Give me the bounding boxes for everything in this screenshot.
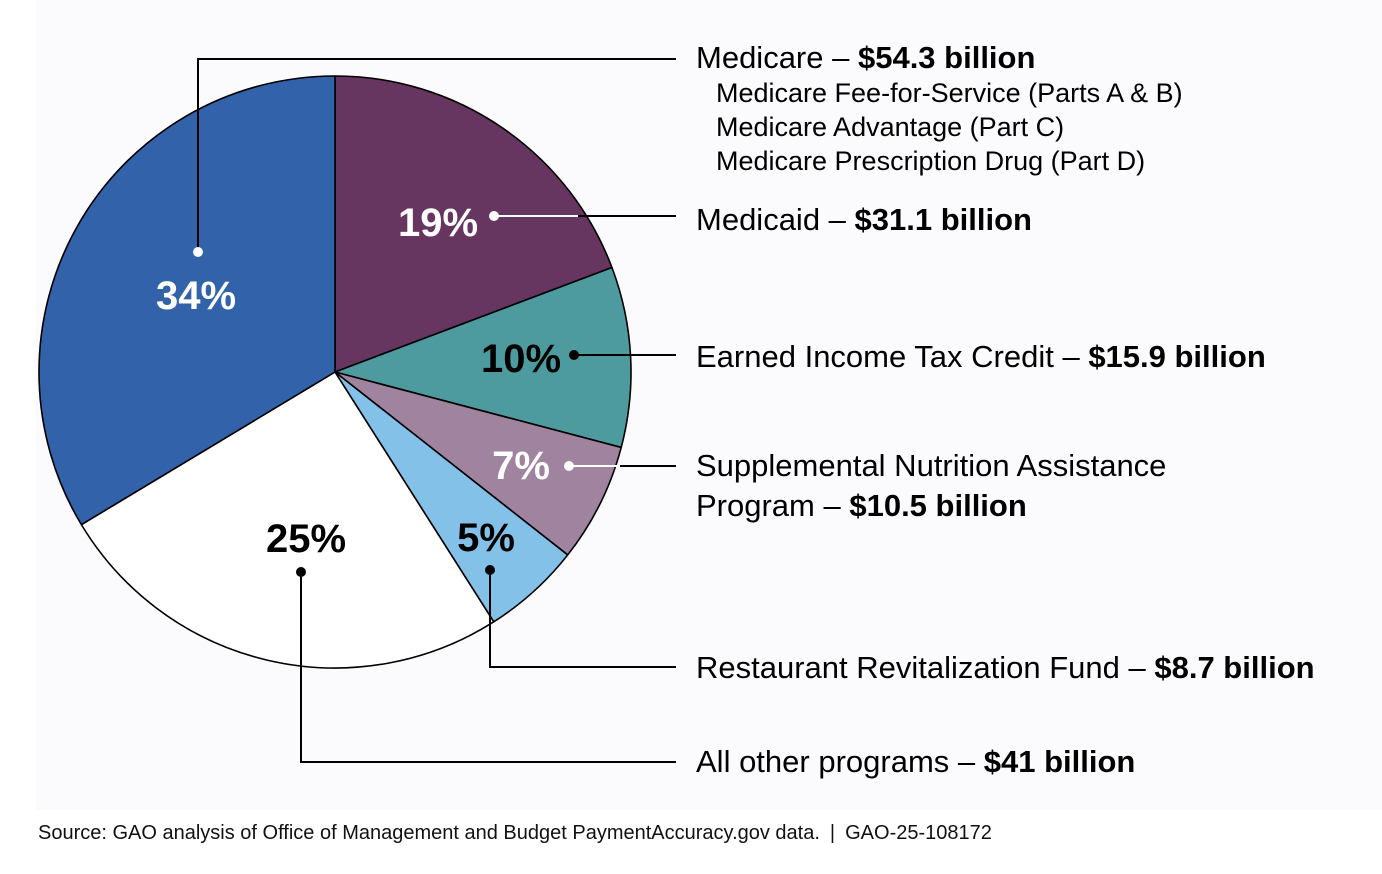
legend-medicaid: Medicaid – $31.1 billion xyxy=(696,202,1032,237)
legend-medicaid-name: Medicaid – xyxy=(696,202,855,237)
pie-slices xyxy=(38,75,632,669)
leader-dot-snap xyxy=(564,461,574,471)
percent-label-other: 25% xyxy=(266,517,346,561)
legend-eitc-name: Earned Income Tax Credit – xyxy=(696,339,1088,374)
leader-line-rrf xyxy=(489,570,676,668)
leader-dot-medicare xyxy=(193,247,203,257)
legend-medicare-sub-1-name: Medicare Fee-for-Service (Parts A & B) xyxy=(716,78,1183,108)
pie-slice-eitc xyxy=(334,266,632,449)
legend-medicare-sub-1: Medicare Fee-for-Service (Parts A & B) xyxy=(716,78,1183,108)
source-text: Source: GAO analysis of Office of Manage… xyxy=(38,822,820,844)
pie-slice-medicaid xyxy=(334,75,613,373)
legend-medicare-sub-2: Medicare Advantage (Part C) xyxy=(716,112,1064,142)
source-note: Source: GAO analysis of Office of Manage… xyxy=(38,822,992,845)
percent-label-snap: 7% xyxy=(492,444,550,488)
legend-snap-line2-name: Program – xyxy=(696,488,849,523)
leader-dot-rrf xyxy=(485,565,495,575)
leader-lines xyxy=(193,58,676,763)
legend-eitc-amount: $15.9 billion xyxy=(1088,339,1265,374)
legend-eitc: Earned Income Tax Credit – $15.9 billion xyxy=(696,339,1266,374)
legend-medicare: Medicare – $54.3 billion xyxy=(696,40,1035,75)
percent-label-rrf: 5% xyxy=(457,516,515,560)
legend-other-name: All other programs – xyxy=(696,744,984,779)
legend-other: All other programs – $41 billion xyxy=(696,744,1135,779)
percent-labels: 34% 19% 10% 7% 5% 25% xyxy=(156,201,561,561)
legend-medicare-name: Medicare – xyxy=(696,40,858,75)
legend-medicare-sub-3: Medicare Prescription Drug (Part D) xyxy=(716,146,1145,176)
pie-slice-medicare xyxy=(38,75,336,526)
legend-other-amount: $41 billion xyxy=(984,744,1136,779)
percent-label-medicare: 34% xyxy=(156,274,236,318)
pie-slice-snap xyxy=(334,371,623,556)
leader-line-medicare xyxy=(197,58,676,252)
legend-snap-line2: Program – $10.5 billion xyxy=(696,488,1027,523)
legend-medicare-amount: $54.3 billion xyxy=(858,40,1035,75)
legend-medicare-sub-3-name: Medicare Prescription Drug (Part D) xyxy=(716,146,1145,176)
percent-label-medicaid: 19% xyxy=(398,201,478,245)
leader-dot-other xyxy=(296,567,306,577)
percent-label-eitc: 10% xyxy=(481,337,561,381)
legend-rrf-amount: $8.7 billion xyxy=(1154,650,1314,685)
legend-snap-line1-name: Supplemental Nutrition Assistance xyxy=(696,448,1166,483)
legend-rrf-name: Restaurant Revitalization Fund – xyxy=(696,650,1154,685)
source-separator: | xyxy=(829,822,836,844)
legend-snap-line1: Supplemental Nutrition Assistance xyxy=(696,448,1166,483)
legend-medicaid-amount: $31.1 billion xyxy=(855,202,1032,237)
pie-slice-other xyxy=(80,371,495,669)
leader-dot-eitc xyxy=(569,350,579,360)
legend-rrf: Restaurant Revitalization Fund – $8.7 bi… xyxy=(696,650,1315,685)
leader-dot-medicaid xyxy=(489,211,499,221)
leader-line-other xyxy=(300,572,676,763)
report-id: GAO-25-108172 xyxy=(845,822,992,844)
legend-snap-line2-amount: $10.5 billion xyxy=(849,488,1026,523)
legend-medicare-sub-2-name: Medicare Advantage (Part C) xyxy=(716,112,1064,142)
